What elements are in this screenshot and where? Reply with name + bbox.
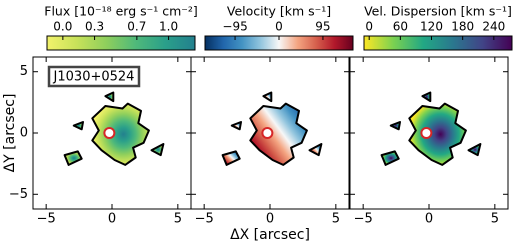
colorbar-tick-label: 0.3 [85,20,104,34]
colorbar-tick-label: 1.0 [159,20,178,34]
x-tick-label: 5 [491,212,499,227]
colorbar-tick-label: 0 [275,20,283,34]
emission-region [230,121,242,131]
colorbar-tick-label: 120 [420,20,443,34]
emission-region [467,143,482,157]
emission-region [249,102,308,166]
emission-region [221,150,241,166]
y-tick-label: −5 [9,187,28,202]
colorbar-title: Vel. Dispersion [km s⁻¹] [364,4,512,19]
x-tick-label: 0 [266,212,274,227]
x-tick-label: −5 [195,212,214,227]
x-tick-label: 0 [425,212,433,227]
colorbar [363,35,513,51]
colorbar-tick-label: 95 [315,20,330,34]
emission-region [91,102,150,166]
emission-region [262,91,273,103]
emission-region [72,121,84,131]
colorbar-title: Velocity [km s⁻¹] [227,4,331,19]
colorbar-tick-label: 240 [482,20,505,34]
quasar-marker [103,127,116,139]
emission-region [150,143,165,157]
colorbar-tick-label: 0.7 [127,20,146,34]
emission-region [308,143,323,157]
y-tick-label: 5 [20,64,28,79]
x-tick-label: −5 [37,212,56,227]
emission-region [389,121,401,131]
emission-region [421,91,432,103]
x-tick-label: 5 [332,212,340,227]
emission-region [380,150,400,166]
quasar-marker [420,127,433,139]
annotation: J1030+0524 [53,70,135,85]
y-tick-label: 0 [20,126,28,141]
quasar-marker [261,127,274,139]
x-tick-label: 0 [108,212,116,227]
emission-region [63,150,83,166]
colorbar-title: Flux [10⁻¹⁸ erg s⁻¹ cm⁻²] [44,4,197,19]
colorbar-tick-label: 60 [393,20,408,34]
x-tick-label: −5 [354,212,373,227]
x-tick-label: 5 [174,212,182,227]
annotation-box [47,65,141,88]
colorbar-tick-label: −95 [222,20,247,34]
y-axis-label: ΔY [arcsec] [2,94,18,173]
colorbar-tick-label: 0.0 [53,20,72,34]
emission-region [408,102,467,166]
emission-region [104,91,115,103]
colorbar [46,35,196,51]
x-axis-label: ΔX [arcsec] [230,227,310,243]
colorbar-tick-label: 0 [365,20,373,34]
colorbar-tick-label: 180 [451,20,474,34]
